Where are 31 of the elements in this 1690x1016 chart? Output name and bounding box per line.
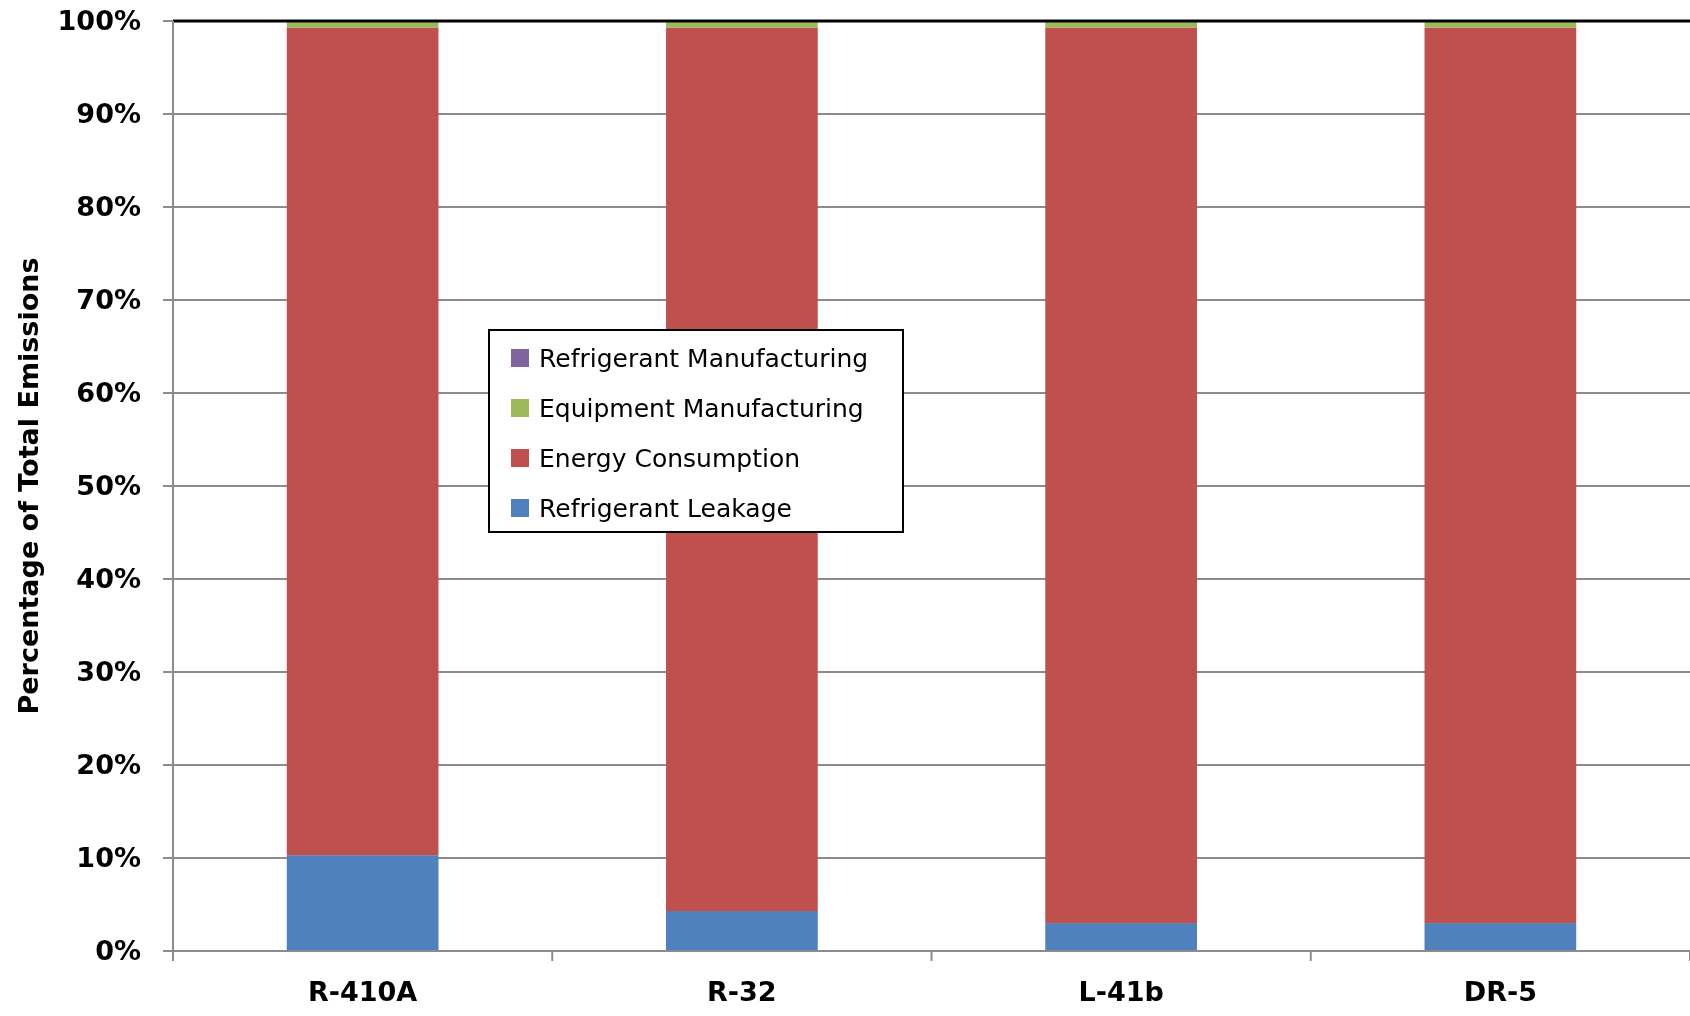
y-tick-label: 90% xyxy=(76,98,141,130)
y-tick-label: 10% xyxy=(76,842,141,874)
y-tick-label: 70% xyxy=(76,284,141,316)
bar xyxy=(1045,923,1197,951)
bar xyxy=(1424,21,1577,28)
bar xyxy=(286,27,439,856)
y-tick-label: 80% xyxy=(76,191,141,223)
legend-label: Energy Consumption xyxy=(539,443,801,473)
bar xyxy=(1424,923,1577,951)
legend-label: Equipment Manufacturing xyxy=(539,393,864,423)
y-axis-title: Percentage of Total Emissions xyxy=(13,257,44,715)
y-tick-label: 60% xyxy=(76,377,141,409)
y-tick-label: 40% xyxy=(76,563,141,595)
x-tick-label: R-32 xyxy=(707,976,777,1007)
x-tick-label: DR-5 xyxy=(1463,976,1537,1007)
bar xyxy=(286,855,439,951)
bar xyxy=(1045,21,1197,28)
bar xyxy=(666,21,818,28)
legend-label: Refrigerant Manufacturing xyxy=(539,343,869,373)
bar xyxy=(666,911,818,951)
legend-label: Refrigerant Leakage xyxy=(539,493,792,523)
y-tick-label: 0% xyxy=(95,935,141,967)
x-tick-label: R-410A xyxy=(307,976,418,1007)
bar xyxy=(1045,27,1197,924)
y-tick-label: 100% xyxy=(57,5,141,37)
y-tick-label: 50% xyxy=(76,470,141,502)
x-tick-label: L-41b xyxy=(1078,976,1164,1007)
y-tick-label: 30% xyxy=(76,656,141,688)
y-tick-label: 20% xyxy=(76,749,141,781)
bar xyxy=(1424,27,1577,924)
bar xyxy=(286,21,439,28)
